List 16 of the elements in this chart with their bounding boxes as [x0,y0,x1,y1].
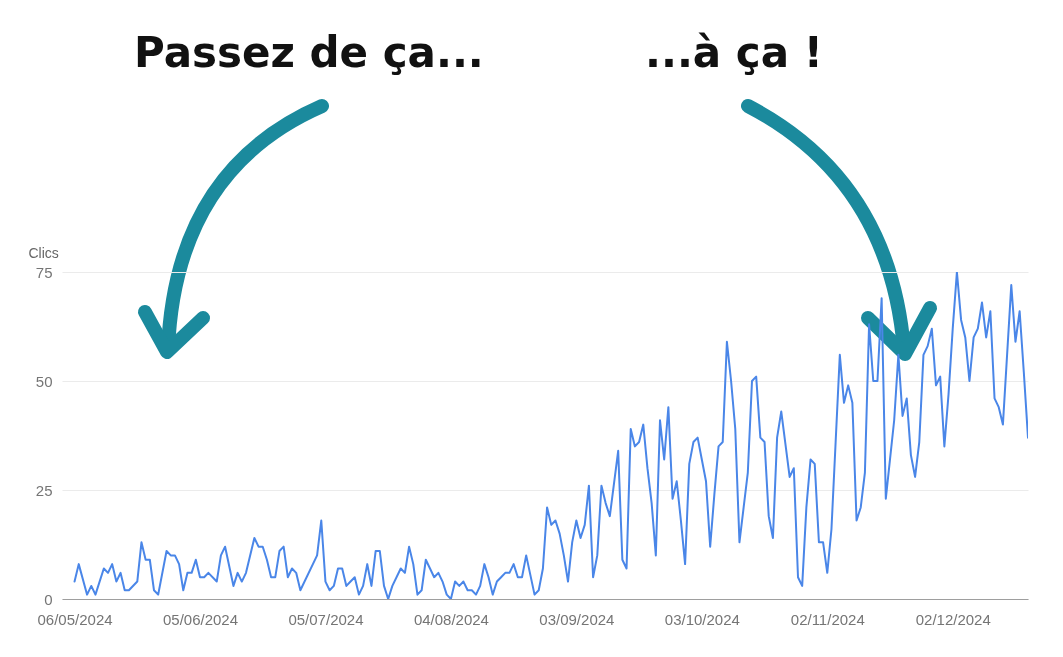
y-tick-label: 75 [35,263,53,281]
x-tick-label: 05/07/2024 [288,610,364,628]
x-tick-label: 04/08/2024 [413,610,489,628]
x-tick-label: 06/05/2024 [37,610,113,628]
x-tick-label: 02/12/2024 [915,610,991,628]
x-tick-label: 03/09/2024 [539,610,615,628]
line-series [73,272,1028,599]
y-axis-title: Clics [28,244,59,261]
x-tick-label: 05/06/2024 [162,610,239,628]
y-tick-label: 50 [35,372,53,390]
text: ...à ça ! [645,28,823,77]
text: Passez de ça... [134,28,484,77]
x-tick-label: 02/11/2024 [790,610,865,628]
x-tick-label: 03/10/2024 [664,610,740,628]
y-tick-label: 0 [44,590,53,608]
y-tick-label: 25 [35,481,53,499]
